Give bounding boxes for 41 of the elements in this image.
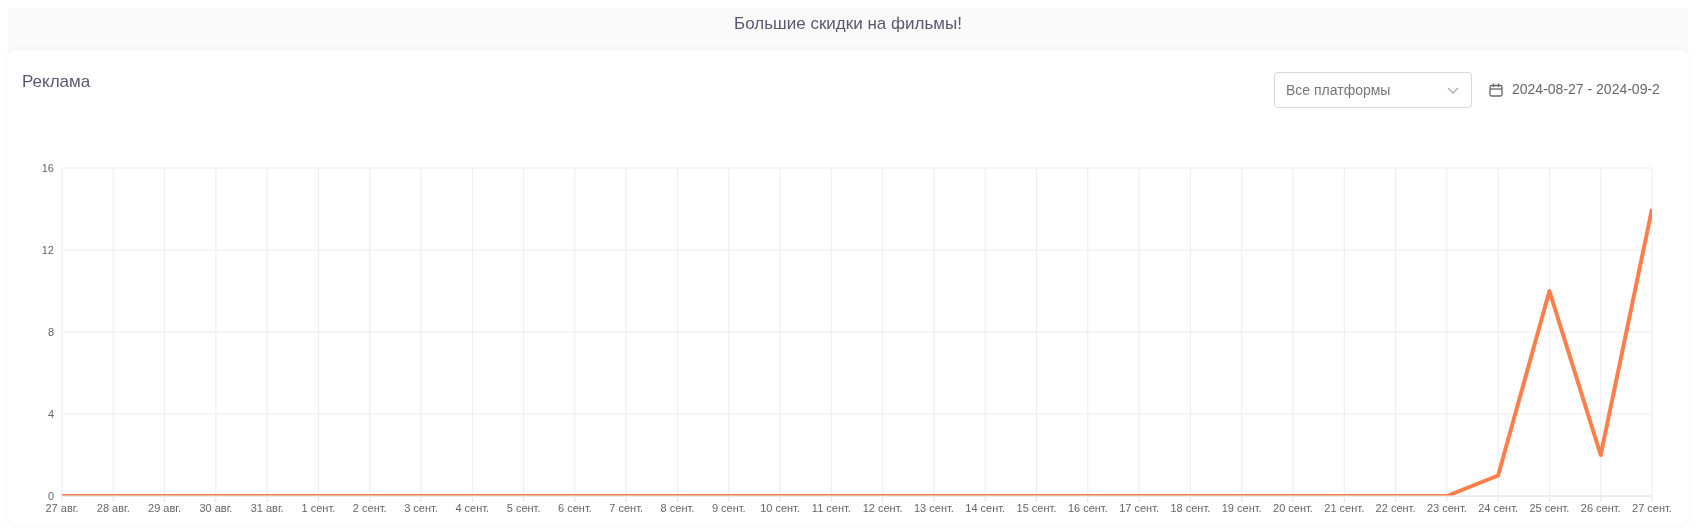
x-tick-label: 8 сент. (660, 501, 695, 514)
y-tick-label: 4 (47, 407, 54, 420)
x-tick-label: 20 сент. (1273, 501, 1313, 514)
x-tick-label: 4 сент. (455, 501, 490, 514)
y-tick-label: 8 (47, 325, 54, 338)
dropdown-field: Все платформы (1274, 72, 1472, 108)
x-tick-label: 26 сент. (1580, 501, 1621, 514)
x-tick-label: 16 сент. (1067, 501, 1108, 514)
x-tick-label: 30 авг. (199, 501, 233, 514)
x-tick-label: 12 сент. (862, 501, 903, 514)
x-tick-label: 22 сент. (1375, 501, 1416, 514)
x-tick-label: 15 сент. (1016, 501, 1057, 514)
x-tick-label: 21 сент. (1324, 501, 1365, 514)
x-tick-label: 11 сент. (811, 501, 851, 514)
x-tick-label: 17 сент. (1119, 501, 1160, 514)
x-tick-label: 7 сент. (609, 501, 644, 514)
x-tick-label: 27 сент. (1632, 501, 1672, 514)
y-tick-label: 16 (41, 161, 54, 174)
x-tick-label: 5 сент. (506, 501, 541, 514)
x-tick-label: 9 сент. (711, 501, 746, 514)
x-tick-label: 13 сент. (914, 501, 954, 514)
x-tick-label: 3 сент. (404, 501, 438, 514)
x-tick-label: 6 сент. (558, 501, 592, 514)
x-tick-label: 2 сент. (352, 501, 387, 514)
x-tick-label: 27 авг. (45, 501, 79, 514)
x-tick-label: 28 авг. (96, 501, 130, 514)
x-tick-label: 31 авг. (250, 501, 284, 514)
y-tick-label: 0 (47, 489, 54, 502)
x-tick-label: 18 сент. (1170, 501, 1211, 514)
x-tick-label: 24 сент. (1478, 501, 1519, 514)
x-tick-label: 10 сент. (760, 501, 800, 514)
x-tick-label: 19 сент. (1221, 501, 1262, 514)
text: 2024-08-27 - 2024-09-2 (1512, 81, 1660, 97)
x-tick-label: 14 сент. (965, 501, 1006, 514)
x-tick-label: 1 сент. (301, 501, 336, 514)
y-tick-label: 12 (41, 243, 54, 256)
x-tick-label: 29 авг. (148, 501, 182, 514)
x-tick-label: 23 сент. (1426, 501, 1467, 514)
chart-subtitle: Реклама (22, 72, 91, 92)
chart-title: Большие скидки на фильмы! (733, 14, 963, 34)
x-tick-label: 25 сент. (1529, 501, 1570, 514)
